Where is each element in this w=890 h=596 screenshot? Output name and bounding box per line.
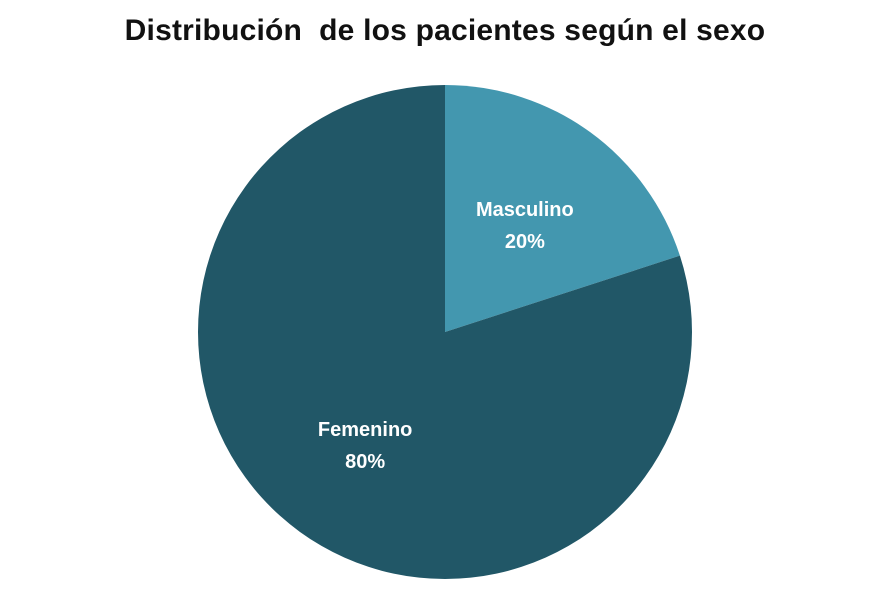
chart-title: Distribución de los pacientes según el s… bbox=[124, 14, 766, 47]
slice-label-femenino: Femenino bbox=[318, 419, 412, 441]
pie-slices bbox=[198, 85, 692, 579]
pie-slice-masculino bbox=[445, 85, 680, 332]
pie-slice-femenino bbox=[198, 85, 692, 579]
pie-labels: Masculino 20% Femenino 80% bbox=[318, 199, 574, 473]
slice-value-label-masculino: 20% bbox=[505, 231, 545, 253]
slice-label-masculino: Masculino bbox=[476, 199, 574, 221]
slice-value-label-femenino: 80% bbox=[345, 451, 385, 473]
